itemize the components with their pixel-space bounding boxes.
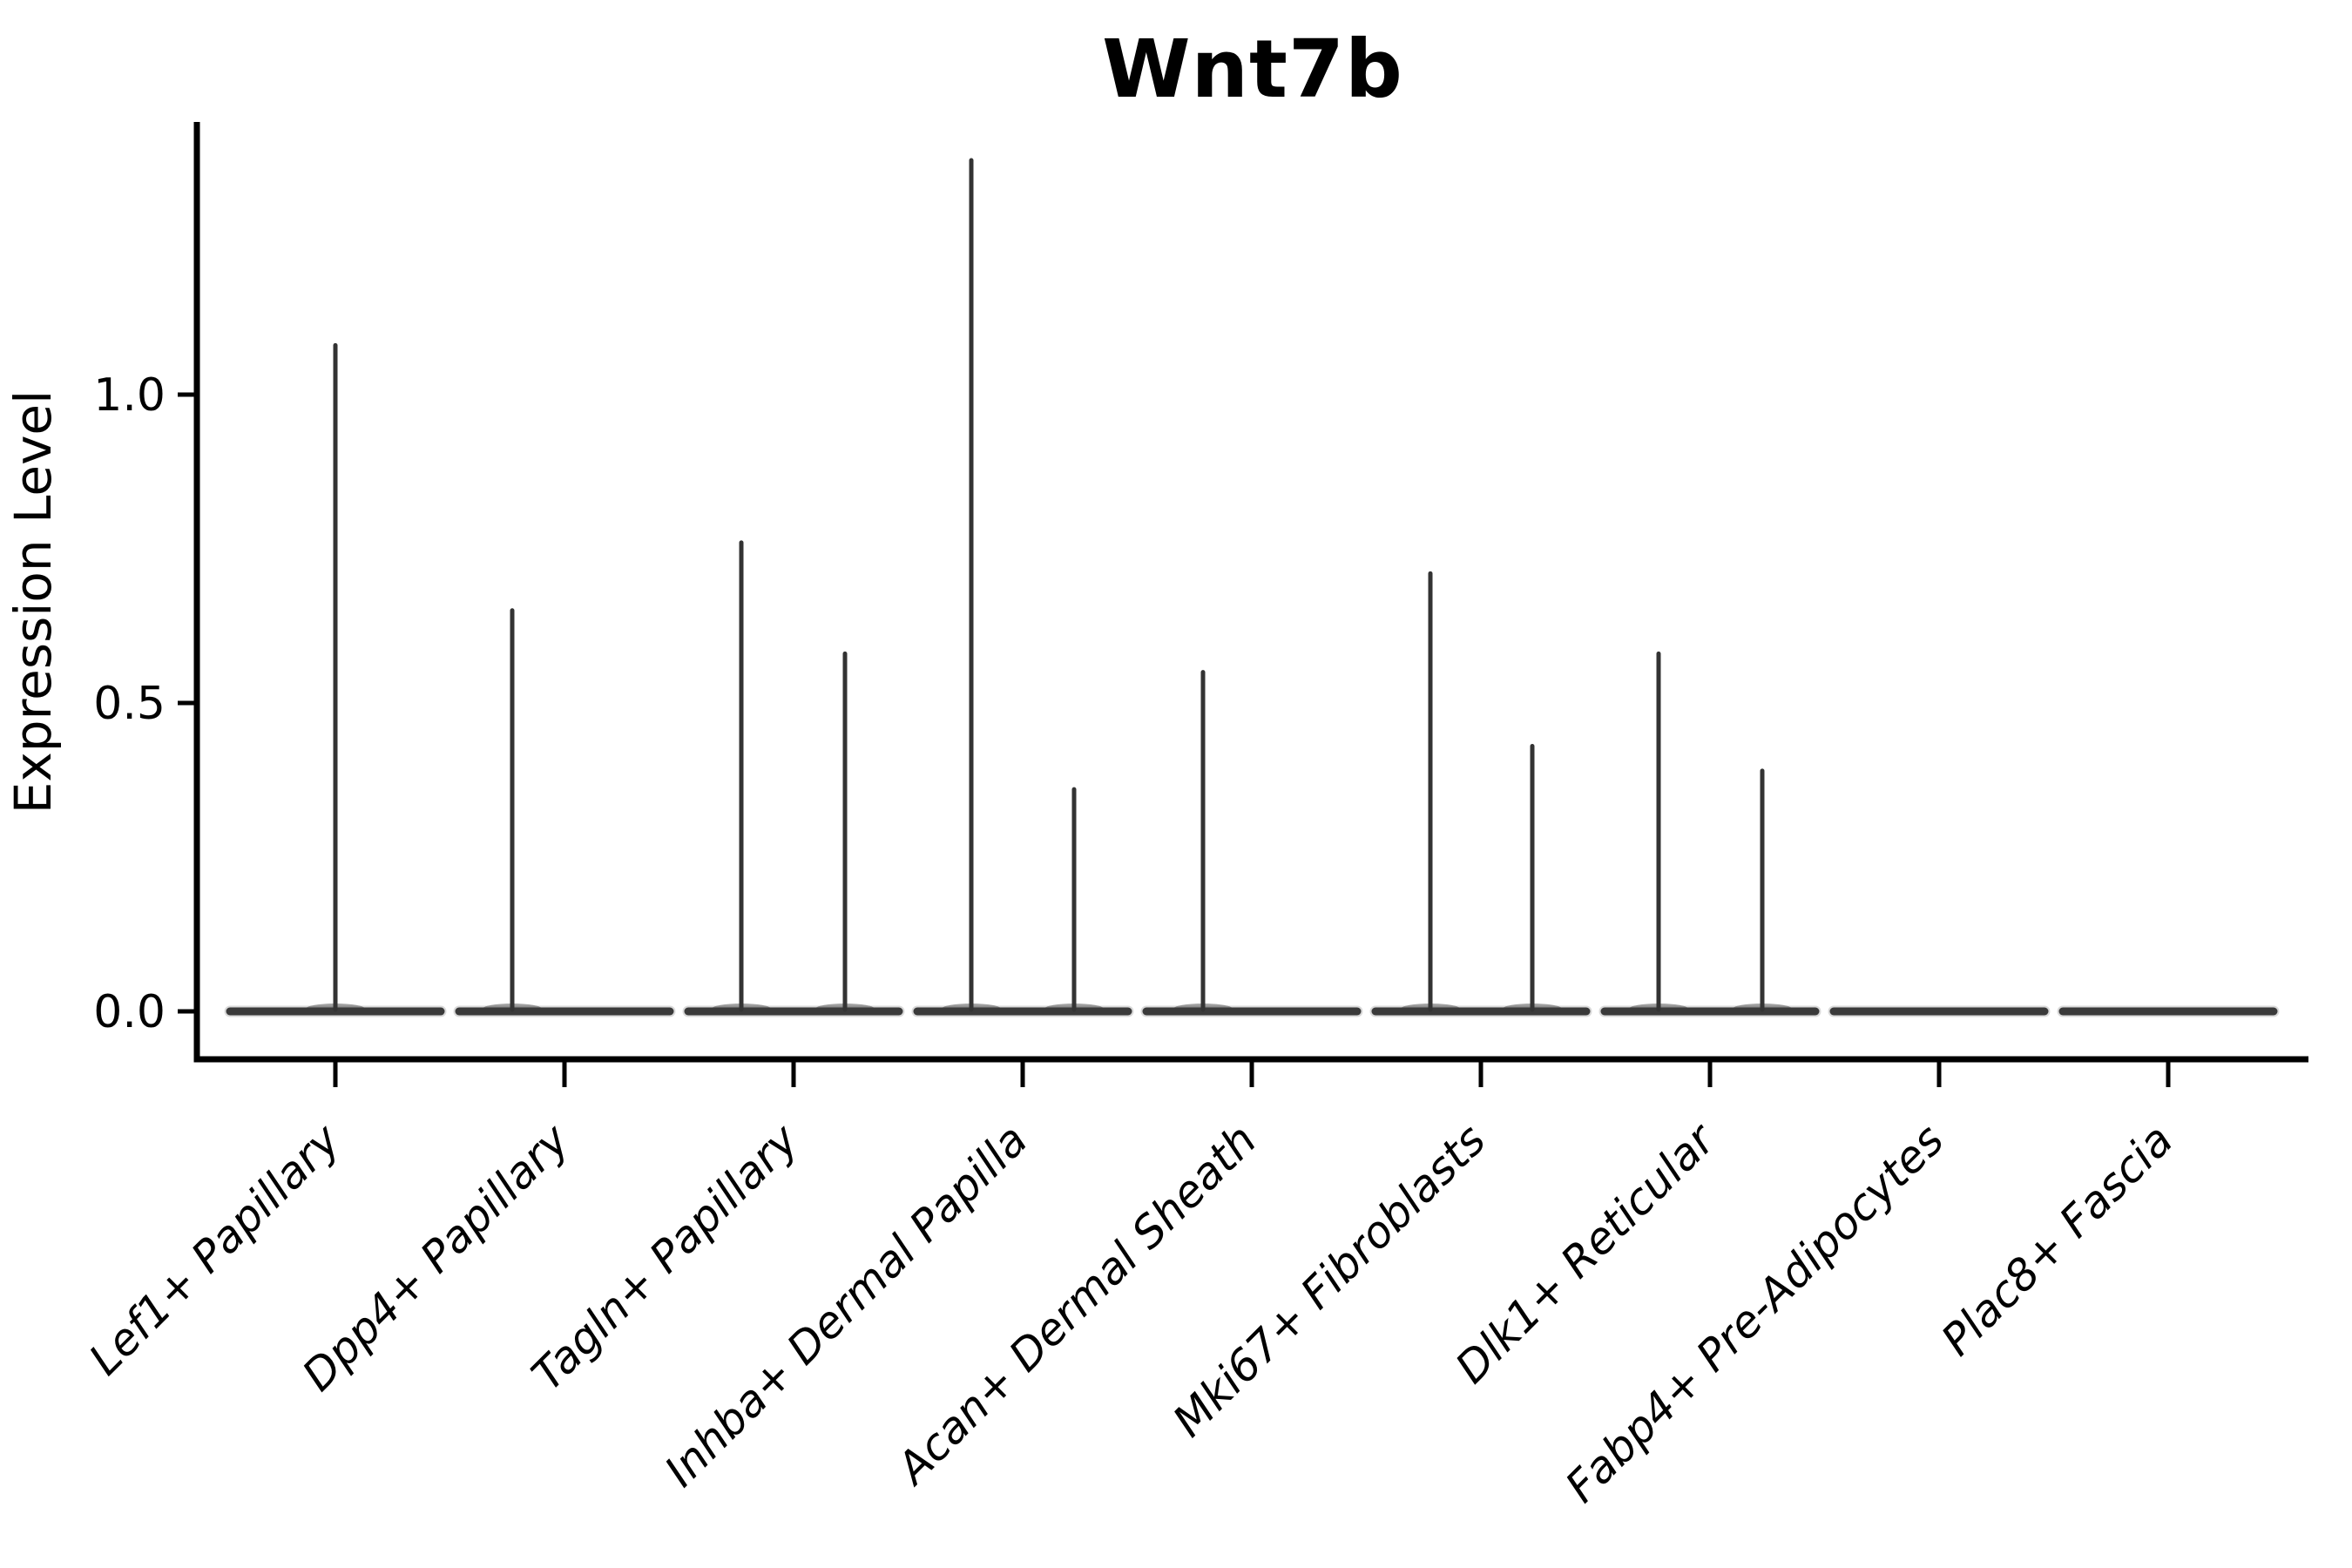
y-tick-label: 0.0 [93,986,166,1038]
x-tick-label: Plac8+ Fascia [1932,1114,2183,1365]
x-tick-label: Inhba+ Dermal Papilla [655,1114,1037,1496]
plot-title: Wnt7b [1102,23,1403,116]
x-tick-label: Lef1+ Papillary [79,1113,350,1384]
y-tick-label: 0.5 [93,678,166,730]
y-tick-label: 1.0 [93,369,166,422]
x-tick-label: Acan+ Dermal Sheath [886,1114,1267,1495]
x-tick-label: Fabp4+ Pre-Adipocytes [1556,1114,1954,1512]
